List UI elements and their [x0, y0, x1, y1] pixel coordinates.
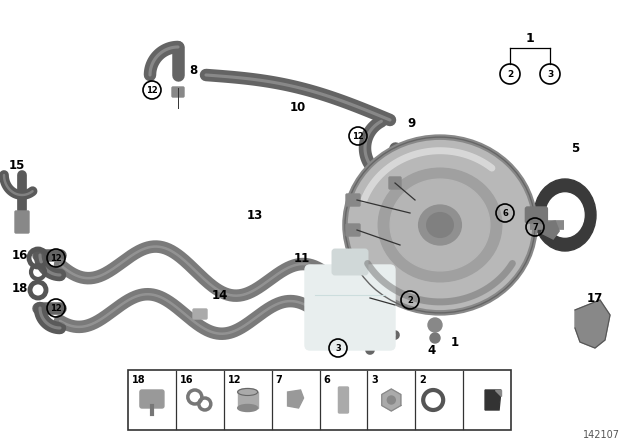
Text: 18: 18	[12, 281, 28, 294]
Text: 8: 8	[189, 64, 197, 77]
Text: 3: 3	[335, 344, 341, 353]
Text: 3: 3	[547, 69, 553, 78]
Ellipse shape	[378, 168, 502, 282]
Text: 12: 12	[50, 254, 62, 263]
Text: 1: 1	[451, 336, 459, 349]
Text: 1: 1	[525, 31, 534, 44]
Text: 16: 16	[12, 249, 28, 262]
Text: 13: 13	[247, 208, 263, 221]
FancyBboxPatch shape	[172, 87, 184, 97]
Polygon shape	[575, 300, 610, 348]
Circle shape	[387, 396, 396, 404]
Polygon shape	[541, 221, 559, 239]
Text: 7: 7	[532, 223, 538, 232]
Text: 2: 2	[419, 375, 426, 385]
Polygon shape	[382, 389, 401, 411]
Text: 2: 2	[407, 296, 413, 305]
Text: 18: 18	[132, 375, 146, 385]
Text: 14: 14	[212, 289, 228, 302]
Ellipse shape	[534, 179, 596, 251]
Ellipse shape	[390, 179, 490, 271]
Text: 12: 12	[352, 132, 364, 141]
Polygon shape	[287, 390, 303, 408]
FancyBboxPatch shape	[339, 387, 348, 413]
Ellipse shape	[237, 388, 258, 396]
FancyBboxPatch shape	[305, 265, 395, 350]
Text: 10: 10	[290, 100, 306, 113]
Text: 142107: 142107	[583, 430, 620, 440]
Text: 3: 3	[371, 375, 378, 385]
Polygon shape	[485, 390, 501, 410]
FancyBboxPatch shape	[389, 177, 401, 189]
Text: 17: 17	[587, 292, 603, 305]
FancyBboxPatch shape	[525, 207, 547, 223]
Text: 7: 7	[276, 375, 282, 385]
Text: 6: 6	[502, 208, 508, 217]
Text: 15: 15	[9, 159, 25, 172]
FancyBboxPatch shape	[332, 249, 368, 275]
Text: 2: 2	[507, 69, 513, 78]
FancyBboxPatch shape	[346, 194, 360, 206]
FancyBboxPatch shape	[193, 309, 207, 319]
FancyBboxPatch shape	[346, 224, 360, 236]
Ellipse shape	[427, 213, 453, 237]
Text: 11: 11	[294, 251, 310, 264]
Ellipse shape	[345, 137, 535, 313]
Circle shape	[430, 333, 440, 343]
Ellipse shape	[419, 205, 461, 245]
FancyBboxPatch shape	[140, 390, 164, 408]
Text: 12: 12	[228, 375, 241, 385]
Text: 12: 12	[50, 303, 62, 313]
Text: 5: 5	[571, 142, 579, 155]
Polygon shape	[495, 390, 501, 396]
Text: 6: 6	[323, 375, 330, 385]
Ellipse shape	[546, 193, 584, 237]
FancyBboxPatch shape	[128, 370, 511, 430]
Text: 4: 4	[428, 344, 436, 357]
Text: 9: 9	[408, 116, 416, 129]
Circle shape	[428, 318, 442, 332]
Text: 16: 16	[180, 375, 193, 385]
FancyBboxPatch shape	[15, 211, 29, 233]
Ellipse shape	[237, 405, 258, 412]
Polygon shape	[237, 392, 258, 408]
Text: 12: 12	[146, 86, 158, 95]
